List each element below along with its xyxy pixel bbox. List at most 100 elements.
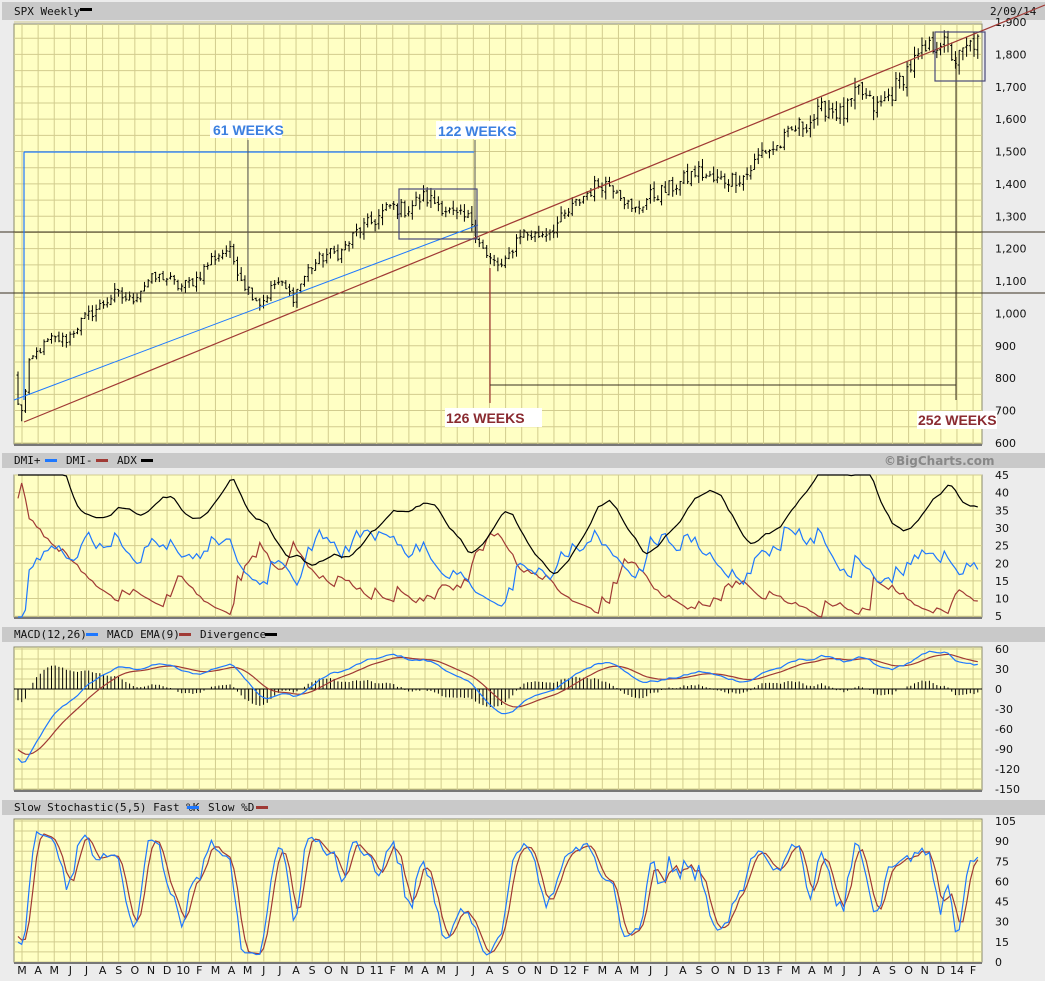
dmi-minus-swatch (96, 459, 108, 462)
macd-tick-label: -150 (995, 783, 1020, 796)
price-tick-label: 700 (995, 405, 1016, 418)
macd-tick-label: 60 (995, 643, 1009, 656)
stoch-tick-label: 75 (995, 855, 1009, 868)
month-label: J (277, 964, 281, 977)
month-label: F (196, 964, 202, 977)
label-bg (210, 120, 282, 138)
month-label: O (904, 964, 913, 977)
month-label: D (937, 964, 945, 977)
month-label: A (679, 964, 687, 977)
month-label: J (471, 964, 475, 977)
month-label: A (99, 964, 107, 977)
month-label: M (49, 964, 59, 977)
dmi-tick-label: 25 (995, 540, 1009, 553)
slow-d-swatch (256, 806, 268, 809)
price-tick-label: 600 (995, 437, 1016, 450)
price-tick-label: 1,400 (995, 178, 1027, 191)
dmi-plus-swatch (45, 459, 57, 462)
month-label: S (309, 964, 316, 977)
month-label: M (791, 964, 801, 977)
price-tick-label: 1,600 (995, 113, 1027, 126)
divergence-swatch (265, 633, 277, 636)
dmi-legend-plus: DMI+ (14, 454, 41, 467)
month-label: D (163, 964, 171, 977)
dmi-tick-label: 45 (995, 469, 1009, 482)
dmi-tick-label: 10 (995, 593, 1009, 606)
macd-tick-label: 30 (995, 663, 1009, 676)
macd-tick-label: 0 (995, 683, 1002, 696)
dmi-plus-line (18, 526, 979, 618)
month-label: J (664, 964, 668, 977)
month-label: A (228, 964, 236, 977)
month-label: A (34, 964, 42, 977)
red-trendline (23, 4, 1045, 423)
price-tick-label: 900 (995, 340, 1016, 353)
month-label: 12 (563, 964, 577, 977)
label-122-weeks: 122 WEEKS (438, 123, 517, 139)
price-tick-label: 1,100 (995, 275, 1027, 288)
stoch-tick-label: 0 (995, 956, 1002, 969)
month-label: 14 (950, 964, 964, 977)
month-label: A (808, 964, 816, 977)
consolidation-box-2011 (398, 188, 478, 240)
price-tick-label: 1,700 (995, 81, 1027, 94)
month-label: D (550, 964, 558, 977)
month-label: S (115, 964, 122, 977)
macd-tick-label: -30 (995, 703, 1013, 716)
month-label: O (517, 964, 526, 977)
month-label: 13 (757, 964, 771, 977)
price-tick-label: 1,300 (995, 210, 1027, 223)
month-label: 10 (176, 964, 190, 977)
month-label: S (696, 964, 703, 977)
dmi-legend-minus: DMI- (66, 454, 93, 467)
stoch-tick-label: 30 (995, 916, 1009, 929)
month-label: N (534, 964, 542, 977)
month-label: M (436, 964, 446, 977)
month-label: O (711, 964, 720, 977)
month-label: F (390, 964, 396, 977)
macd-legend-ema: MACD EMA(9) (107, 628, 180, 641)
month-label: J (84, 964, 88, 977)
month-label: A (421, 964, 429, 977)
adx-swatch (141, 459, 153, 462)
month-label: N (727, 964, 735, 977)
month-label: A (292, 964, 300, 977)
macd-tick-label: -120 (995, 763, 1020, 776)
month-label: J (68, 964, 72, 977)
price-tick-label: 1,800 (995, 48, 1027, 61)
month-label: N (147, 964, 155, 977)
annotations: 61 WEEKS 122 WEEKS 126 WEEKS 252 WEEKS (0, 4, 1045, 429)
stoch-tick-label: 45 (995, 896, 1009, 909)
month-label: F (583, 964, 589, 977)
month-label: A (486, 964, 494, 977)
month-label: S (889, 964, 896, 977)
price-tick-label: 1,200 (995, 243, 1027, 256)
macd-legend-divergence: Divergence (200, 628, 266, 641)
price-tick-label: 1,900 (995, 16, 1027, 29)
fast-k-swatch (187, 806, 199, 809)
macd-ema-swatch (179, 633, 191, 636)
price-tick-label: 1,500 (995, 146, 1027, 159)
macd-header (2, 627, 1045, 642)
month-label: J (455, 964, 459, 977)
month-label: J (261, 964, 265, 977)
fast-k-line (17, 830, 979, 956)
month-label: J (858, 964, 862, 977)
dmi-minus-line (17, 482, 978, 618)
month-label: F (970, 964, 976, 977)
month-label: J (648, 964, 652, 977)
month-label: J (841, 964, 845, 977)
month-label: A (873, 964, 881, 977)
macd-line (17, 650, 978, 764)
label-126-weeks: 126 WEEKS (446, 410, 525, 426)
stoch-tick-label: 60 (995, 875, 1009, 888)
chart-title: SPX Weekly (14, 5, 81, 18)
macd-tick-label: -90 (995, 743, 1013, 756)
dmi-tick-label: 15 (995, 575, 1009, 588)
month-label: N (340, 964, 348, 977)
price-plot-area (13, 23, 983, 445)
label-bg (917, 411, 997, 429)
month-label: O (324, 964, 333, 977)
macd-tick-label: -60 (995, 723, 1013, 736)
